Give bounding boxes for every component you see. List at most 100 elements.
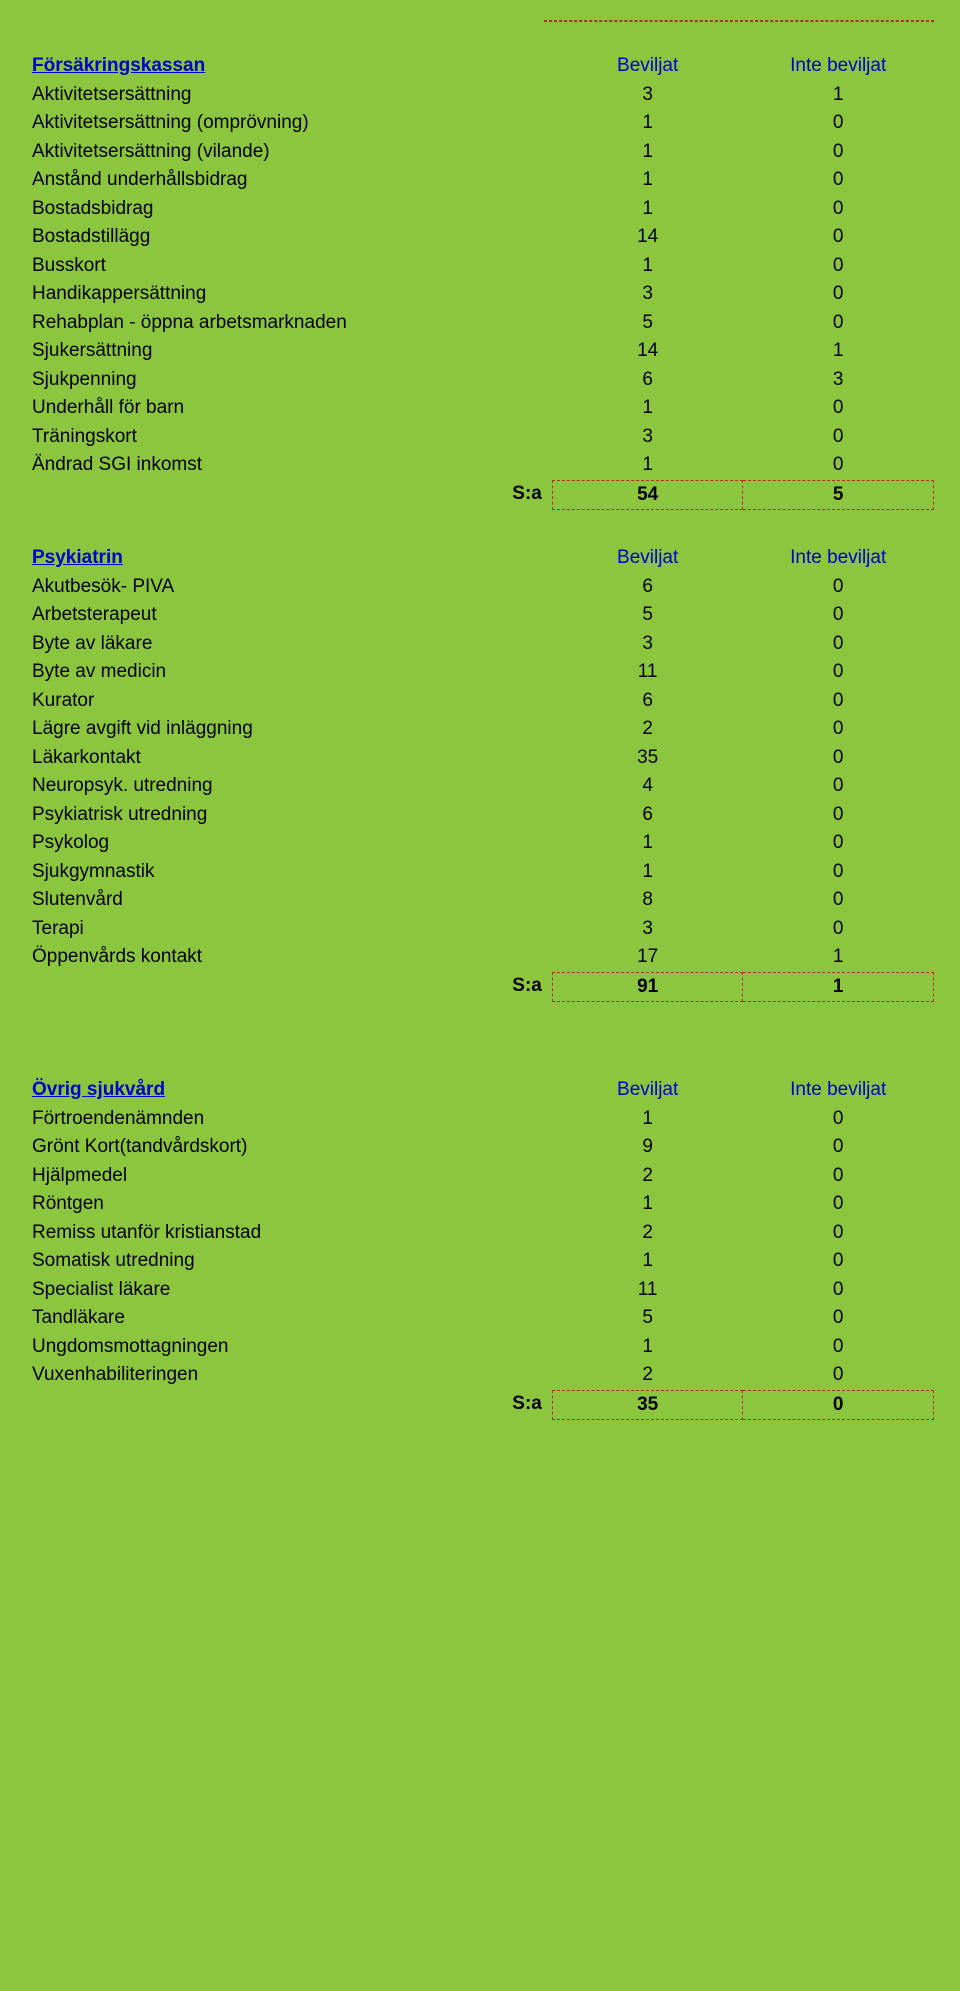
row-label: Bostadsbidrag <box>26 195 552 224</box>
table-row: Busskort10 <box>26 252 934 281</box>
table-row: Tandläkare50 <box>26 1304 934 1333</box>
row-value-beviljat: 5 <box>552 1304 743 1333</box>
row-value-inte-beviljat: 0 <box>743 1333 934 1362</box>
row-value-beviljat: 6 <box>552 687 743 716</box>
row-value-inte-beviljat: 0 <box>743 687 934 716</box>
row-label: Bostadstillägg <box>26 223 552 252</box>
row-label: Byte av medicin <box>26 658 552 687</box>
row-label: Handikappersättning <box>26 280 552 309</box>
table-row: Bostadstillägg140 <box>26 223 934 252</box>
row-value-beviljat: 1 <box>552 394 743 423</box>
table-row: Ändrad SGI inkomst10 <box>26 451 934 480</box>
row-label: Hjälpmedel <box>26 1162 552 1191</box>
row-label: Busskort <box>26 252 552 281</box>
row-value-beviljat: 1 <box>552 1333 743 1362</box>
table-header-row: FörsäkringskassanBeviljatInte beviljat <box>26 52 934 81</box>
row-value-beviljat: 4 <box>552 772 743 801</box>
section: FörsäkringskassanBeviljatInte beviljat Ak… <box>26 52 934 510</box>
row-value-beviljat: 1 <box>552 252 743 281</box>
table-row: Specialist läkare110 <box>26 1276 934 1305</box>
row-value-beviljat: 14 <box>552 337 743 366</box>
row-label: Psykolog <box>26 829 552 858</box>
table-row: Arbetsterapeut50 <box>26 601 934 630</box>
column-header-inte-beviljat: Inte beviljat <box>743 52 934 81</box>
table-row: Läkarkontakt350 <box>26 744 934 773</box>
row-label: Sjukpenning <box>26 366 552 395</box>
row-value-beviljat: 1 <box>552 858 743 887</box>
section-title: Övrig sjukvård <box>32 1079 165 1100</box>
table-row: Kurator60 <box>26 687 934 716</box>
row-value-inte-beviljat: 0 <box>743 138 934 167</box>
row-value-beviljat: 2 <box>552 1219 743 1248</box>
data-table: FörsäkringskassanBeviljatInte beviljat Ak… <box>26 52 934 510</box>
row-value-inte-beviljat: 0 <box>743 1133 934 1162</box>
row-label: Tandläkare <box>26 1304 552 1333</box>
row-value-inte-beviljat: 0 <box>743 1247 934 1276</box>
table-header-row: Övrig sjukvårdBeviljatInte beviljat <box>26 1076 934 1105</box>
row-value-beviljat: 17 <box>552 943 743 972</box>
row-value-inte-beviljat: 0 <box>743 109 934 138</box>
row-value-beviljat: 11 <box>552 1276 743 1305</box>
row-value-beviljat: 1 <box>552 166 743 195</box>
row-label: Psykiatrisk utredning <box>26 801 552 830</box>
table-row: Aktivitetsersättning (vilande)10 <box>26 138 934 167</box>
sum-row: S:a350 <box>26 1390 934 1420</box>
row-value-inte-beviljat: 0 <box>743 829 934 858</box>
row-value-inte-beviljat: 0 <box>743 223 934 252</box>
sum-label: S:a <box>26 480 552 510</box>
row-value-beviljat: 1 <box>552 451 743 480</box>
row-label: Öppenvårds kontakt <box>26 943 552 972</box>
row-value-inte-beviljat: 0 <box>743 394 934 423</box>
row-label: Specialist läkare <box>26 1276 552 1305</box>
table-row: Byte av läkare30 <box>26 630 934 659</box>
row-value-beviljat: 5 <box>552 309 743 338</box>
column-header-beviljat: Beviljat <box>552 544 743 573</box>
row-label: Underhåll för barn <box>26 394 552 423</box>
row-value-beviljat: 2 <box>552 1162 743 1191</box>
sum-value-beviljat: 91 <box>552 972 743 1002</box>
table-row: Psykiatrisk utredning60 <box>26 801 934 830</box>
data-table: PsykiatrinBeviljatInte beviljatAkutbesök… <box>26 544 934 1002</box>
row-label: Slutenvård <box>26 886 552 915</box>
row-label: Kurator <box>26 687 552 716</box>
sum-value-inte-beviljat: 5 <box>743 480 934 510</box>
sum-row: S:a911 <box>26 972 934 1002</box>
row-value-beviljat: 3 <box>552 81 743 110</box>
top-dashed-rule <box>544 20 934 22</box>
table-row: Slutenvård80 <box>26 886 934 915</box>
table-row: Aktivitetsersättning (omprövning)10 <box>26 109 934 138</box>
row-label: Terapi <box>26 915 552 944</box>
column-header-inte-beviljat: Inte beviljat <box>743 544 934 573</box>
row-value-inte-beviljat: 1 <box>743 337 934 366</box>
sum-label: S:a <box>26 972 552 1002</box>
row-value-inte-beviljat: 1 <box>743 81 934 110</box>
row-label: Sjukersättning <box>26 337 552 366</box>
row-value-inte-beviljat: 0 <box>743 886 934 915</box>
row-value-inte-beviljat: 0 <box>743 601 934 630</box>
row-value-beviljat: 1 <box>552 829 743 858</box>
row-value-inte-beviljat: 0 <box>743 1219 934 1248</box>
sum-value-beviljat: 35 <box>552 1390 743 1420</box>
row-value-beviljat: 35 <box>552 744 743 773</box>
row-value-inte-beviljat: 1 <box>743 943 934 972</box>
row-value-inte-beviljat: 0 <box>743 1276 934 1305</box>
table-row: Röntgen10 <box>26 1190 934 1219</box>
row-label: Läkarkontakt <box>26 744 552 773</box>
row-value-inte-beviljat: 0 <box>743 1105 934 1134</box>
row-value-inte-beviljat: 3 <box>743 366 934 395</box>
row-label: Förtroendenämnden <box>26 1105 552 1134</box>
sum-row: S:a545 <box>26 480 934 510</box>
row-value-beviljat: 2 <box>552 715 743 744</box>
row-label: Vuxenhabiliteringen <box>26 1361 552 1390</box>
row-label: Ungdomsmottagningen <box>26 1333 552 1362</box>
row-label: Arbetsterapeut <box>26 601 552 630</box>
row-value-beviljat: 1 <box>552 195 743 224</box>
table-row: Akutbesök- PIVA60 <box>26 573 934 602</box>
row-label: Byte av läkare <box>26 630 552 659</box>
table-row: Ungdomsmottagningen10 <box>26 1333 934 1362</box>
row-value-inte-beviljat: 0 <box>743 772 934 801</box>
row-value-inte-beviljat: 0 <box>743 801 934 830</box>
table-row: Underhåll för barn10 <box>26 394 934 423</box>
row-value-beviljat: 1 <box>552 138 743 167</box>
row-value-beviljat: 1 <box>552 1105 743 1134</box>
